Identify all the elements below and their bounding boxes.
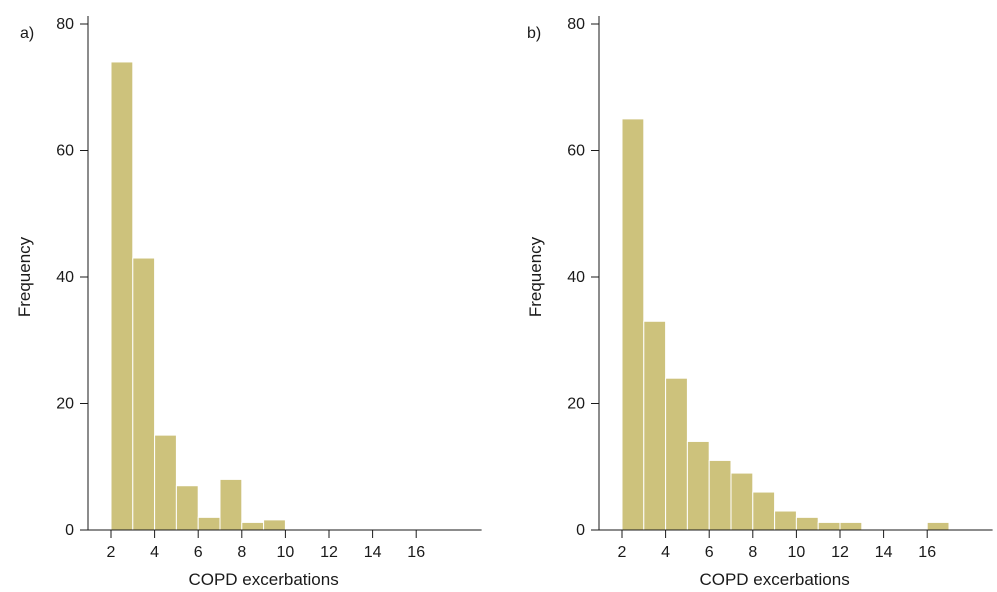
y-tick-label: 80	[56, 16, 74, 33]
histogram-bar	[795, 516, 819, 531]
histogram-bar	[665, 377, 688, 531]
chart-panel-a: 0 20 40 60 80 2 4 6 8 10 12 14 16 a) Frequency COPD exc…	[15, 16, 482, 589]
y-tick-label: 80	[567, 16, 585, 33]
histogram-bar	[752, 491, 776, 531]
x-tick-label: 10	[277, 544, 295, 561]
y-tick-label: 0	[576, 522, 585, 539]
y-tick-label: 0	[65, 522, 74, 539]
histogram-bar	[263, 519, 286, 531]
y-tick-label: 40	[56, 269, 74, 286]
y-axis-title: Frequency	[526, 236, 545, 317]
histogram-bar	[730, 472, 754, 531]
histogram-bar	[175, 485, 199, 531]
histogram-bar	[926, 521, 950, 531]
y-tick-label: 60	[56, 143, 74, 160]
x-tick-label: 14	[364, 544, 382, 561]
y-axis-title: Frequency	[15, 236, 34, 317]
histogram-bar	[241, 521, 265, 531]
x-tick-label: 16	[918, 544, 936, 561]
panel-label: b)	[527, 25, 541, 42]
x-tick-label: 6	[194, 544, 203, 561]
x-tick-label: 4	[661, 544, 670, 561]
histogram-bar	[643, 320, 667, 531]
y-tick-label: 20	[56, 396, 74, 413]
x-tick-label: 14	[875, 544, 893, 561]
y-tick-label: 20	[567, 396, 585, 413]
x-tick-label: 16	[407, 544, 425, 561]
histogram-bar	[219, 478, 243, 531]
histogram-bar	[621, 118, 645, 531]
x-tick-label: 4	[150, 544, 159, 561]
histogram-bar	[686, 440, 710, 531]
histogram-bar	[839, 521, 863, 531]
x-axis-title: COPD excerbations	[699, 570, 849, 589]
histogram-bar	[708, 459, 732, 531]
x-tick-label: 8	[237, 544, 246, 561]
chart-panel-b: 0 20 40 60 80 2 4 6 8 10 12 14 16 b) Frequency COPD exc…	[526, 16, 993, 589]
y-tick-label: 60	[567, 143, 585, 160]
histogram-bar	[132, 257, 156, 531]
histogram-bar	[774, 510, 797, 531]
x-tick-label: 6	[705, 544, 714, 561]
x-tick-label: 2	[618, 544, 627, 561]
x-tick-label: 10	[788, 544, 806, 561]
x-tick-label: 2	[107, 544, 116, 561]
x-tick-label: 8	[748, 544, 757, 561]
histogram-bar	[110, 61, 134, 531]
histogram-bar	[817, 521, 841, 531]
x-tick-label: 12	[320, 544, 338, 561]
y-tick-label: 40	[567, 269, 585, 286]
x-axis-title: COPD excerbations	[188, 570, 338, 589]
panel-label: a)	[20, 25, 34, 42]
histogram-bar	[154, 434, 177, 531]
x-tick-label: 12	[831, 544, 849, 561]
histogram-bar	[197, 516, 221, 531]
